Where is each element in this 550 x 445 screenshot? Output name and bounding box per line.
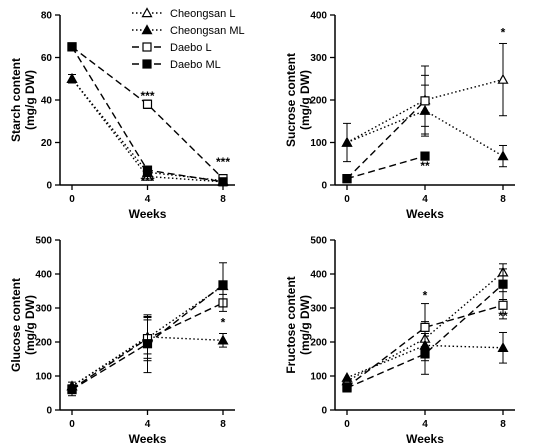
legend-marker <box>142 59 152 69</box>
y-axis-label-line: (mg/g DW) <box>23 295 37 355</box>
x-axis-label: Weeks <box>406 432 444 445</box>
y-tick-label: 200 <box>310 96 327 107</box>
legend-label: Daebo L <box>170 42 212 54</box>
data-point-daebo-l <box>420 322 430 332</box>
y-axis-label: Starch content(mg/g DW) <box>9 58 37 142</box>
y-tick-label: 100 <box>310 138 327 149</box>
panel-starch: 0 20 40 60 80 0 4 8 Weeks Starch content(mg/g DW)… <box>9 11 235 221</box>
y-axis-label-line: (mg/g DW) <box>23 70 37 130</box>
legend-label: Cheongsan ML <box>170 25 245 37</box>
x-tick-label: 8 <box>500 419 506 430</box>
significance-mark: * <box>221 316 226 330</box>
data-point-daebo-ml <box>498 279 508 289</box>
panel-sucrose: 0 100 200 300 400 0 4 8 Weeks Sucrose content(mg/… <box>284 11 515 221</box>
y-tick-label: 0 <box>321 406 327 417</box>
y-tick-label: 500 <box>310 236 327 247</box>
x-axis-label: Weeks <box>129 432 167 445</box>
legend-marker <box>142 42 152 52</box>
data-point-daebo-ml <box>218 177 228 187</box>
x-tick-label: 4 <box>422 419 428 430</box>
x-tick-label: 0 <box>344 419 350 430</box>
y-tick-label: 300 <box>310 304 327 315</box>
y-axis-label: Fructose content(mg/g DW) <box>284 276 312 373</box>
y-tick-label: 20 <box>41 138 53 149</box>
significance-mark: *** <box>140 174 154 188</box>
y-axis-label-line: (mg/g DW) <box>298 295 312 355</box>
data-point-cheongsan-ml <box>341 371 353 382</box>
data-point-cheongsan-ml <box>66 73 78 83</box>
y-tick-label: 400 <box>35 270 52 281</box>
series-line-cheongsan-ml <box>71 336 224 387</box>
legend-marker <box>141 24 153 35</box>
y-tick-label: 60 <box>41 53 53 64</box>
y-axis-label-line: Glucose content <box>9 278 23 372</box>
y-tick-label: 200 <box>310 338 327 349</box>
y-tick-label: 100 <box>35 372 52 383</box>
x-tick-label: 0 <box>344 194 350 205</box>
series-line-daebo-ml <box>346 283 504 389</box>
series-line-cheongsan-l <box>71 78 224 183</box>
significance-mark: *** <box>140 89 154 103</box>
data-point-daebo-ml <box>342 383 352 393</box>
data-point-daebo-l <box>142 99 153 109</box>
y-tick-label: 200 <box>35 338 52 349</box>
significance-mark: * <box>423 289 428 303</box>
y-tick-label: 400 <box>310 11 327 22</box>
data-point-daebo-ml <box>342 174 352 184</box>
series-line-daebo-ml <box>346 155 426 180</box>
y-tick-label: 400 <box>310 270 327 281</box>
x-tick-label: 8 <box>220 419 226 430</box>
data-point-daebo-ml <box>218 280 228 290</box>
legend-marker <box>141 7 153 18</box>
y-axis-label-line: Fructose content <box>284 276 298 373</box>
x-tick-label: 4 <box>145 194 151 205</box>
y-axis-label-line: (mg/g DW) <box>298 70 312 130</box>
data-point-daebo-ml <box>142 339 153 349</box>
panel-fructose: 0 100 200 300 400 500 0 4 8 Weeks Fructose content… <box>284 236 515 445</box>
x-axis-label: Weeks <box>129 207 167 221</box>
significance-mark: * <box>501 25 506 39</box>
y-axis-label: Glucose content(mg/g DW) <box>9 278 37 372</box>
x-tick-label: 4 <box>145 419 151 430</box>
significance-mark: ** <box>420 159 430 173</box>
legend-label: Cheongsan L <box>170 8 235 20</box>
x-axis-label: Weeks <box>406 207 444 221</box>
y-axis-label-line: Starch content <box>9 58 23 142</box>
x-tick-label: 8 <box>500 194 506 205</box>
data-point-daebo-ml <box>67 42 77 52</box>
x-tick-label: 4 <box>422 194 428 205</box>
y-tick-label: 40 <box>41 96 53 107</box>
y-tick-label: 300 <box>310 53 327 64</box>
legend-label: Daebo ML <box>170 59 221 71</box>
y-axis-label-line: Sucrose content <box>284 53 298 147</box>
data-point-cheongsan-ml <box>497 150 509 161</box>
series-line-daebo-l <box>346 100 426 180</box>
y-tick-label: 500 <box>35 236 52 247</box>
data-point-daebo-ml <box>67 385 77 395</box>
legend: Cheongsan L Cheongsan ML Daebo L Daebo ML <box>132 7 245 71</box>
panel-glucose: 0 100 200 300 400 500 0 4 8 Weeks Glucose content(… <box>9 236 235 445</box>
y-tick-label: 100 <box>310 372 327 383</box>
x-tick-label: 8 <box>220 194 226 205</box>
y-tick-label: 0 <box>321 181 327 192</box>
data-point-cheongsan-ml <box>217 334 229 345</box>
data-point-daebo-ml <box>420 151 430 161</box>
data-point-cheongsan-ml <box>341 136 353 147</box>
y-tick-label: 300 <box>35 304 52 315</box>
significance-mark: ** <box>498 309 508 323</box>
y-axis-label: Sucrose content(mg/g DW) <box>284 53 312 147</box>
y-tick-label: 0 <box>46 406 52 417</box>
x-tick-label: 0 <box>69 419 75 430</box>
significance-mark: *** <box>216 155 230 169</box>
y-tick-label: 0 <box>46 181 52 192</box>
data-point-daebo-l <box>420 96 430 106</box>
x-tick-label: 0 <box>69 194 75 205</box>
data-point-daebo-l <box>498 300 508 310</box>
data-point-daebo-ml <box>420 349 430 359</box>
y-tick-label: 80 <box>41 11 53 22</box>
data-point-cheongsan-l <box>497 73 509 84</box>
data-point-cheongsan-ml <box>497 342 509 352</box>
data-point-daebo-ml <box>142 165 153 175</box>
